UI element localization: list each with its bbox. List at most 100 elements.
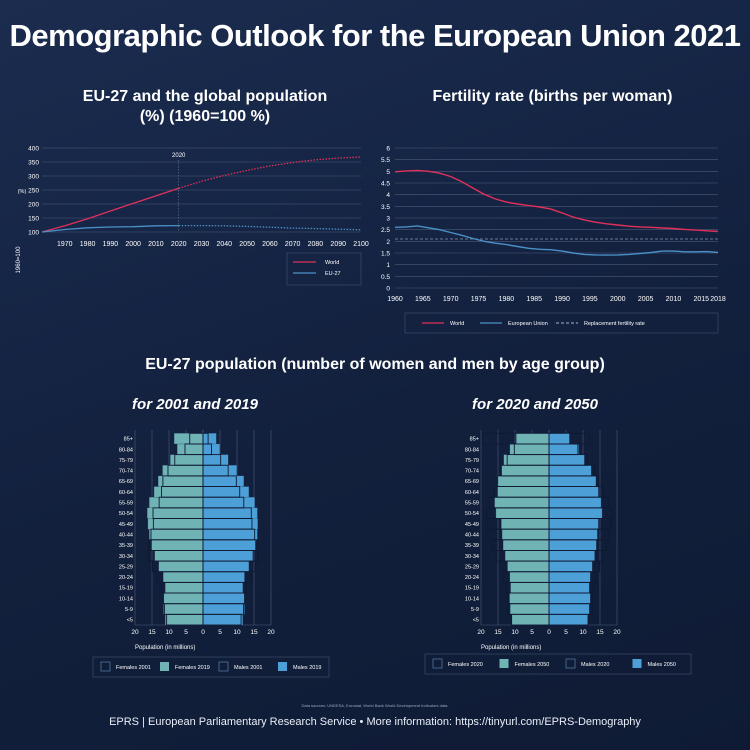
age-group-label: 65-69: [119, 479, 133, 485]
y-tick-label: 250: [28, 188, 39, 195]
age-group-label: 25-29: [465, 564, 479, 570]
age-group-label: <5: [473, 618, 479, 624]
pyramid-bar-female: [503, 454, 550, 466]
pyramid-bar-male: [202, 454, 229, 466]
x-tick-label: 1960: [387, 296, 403, 303]
x-tick-label: 2010: [148, 241, 164, 248]
age-group-label: 15-19: [119, 586, 133, 592]
pyramid-bar-male: [548, 614, 588, 626]
population-section-title: EU-27 population (number of women and me…: [145, 356, 605, 373]
page-title: Demographic Outlook for the European Uni…: [9, 18, 741, 53]
y-tick-label: 5: [386, 169, 390, 176]
age-group-label: 75-79: [465, 458, 479, 464]
age-group-label: 5-9: [125, 607, 133, 613]
pyramid-bar-male: [202, 550, 253, 562]
x-tick-label: 10: [511, 629, 519, 636]
pyramid-bar-male: [548, 603, 590, 615]
age-group-label: 10-14: [119, 596, 133, 602]
legend-swatch: [565, 658, 576, 669]
y-tick-label: 400: [28, 146, 39, 153]
pyramid-bar-male: [202, 475, 244, 487]
pyramid-bar-male: [202, 486, 250, 498]
legend-label: World: [450, 321, 464, 327]
age-group-label: 50-54: [119, 511, 133, 517]
age-group-label: 55-59: [465, 501, 479, 507]
pyramid-bar-female: [502, 539, 550, 551]
age-group-label: 60-64: [465, 490, 479, 496]
pyramid-bar-male: [548, 571, 591, 583]
age-group-label: 80-84: [465, 447, 479, 453]
pyramid-outline-male: [202, 432, 209, 445]
series-line-eu27: [41, 224, 179, 233]
pyramid-bar-female: [163, 592, 204, 604]
pyramid-bar-male: [548, 518, 599, 530]
pyramid-bar-male: [548, 507, 603, 519]
pyramid-2001-title: for 2001 and 2019: [132, 396, 258, 413]
legend-swatch: [160, 662, 169, 671]
pyramid-bar-female: [149, 497, 204, 508]
pyramid-bar-male: [548, 560, 593, 572]
legend-label: Replacement fertility rate: [584, 321, 645, 327]
legend-swatch: [218, 661, 229, 672]
pyramid-bar-female: [177, 443, 204, 455]
pyramid-bar-male: [202, 582, 243, 594]
pyramid-bar-male: [548, 582, 590, 594]
y-tick-label: 300: [28, 174, 39, 181]
y-tick-label: 2: [386, 239, 390, 246]
age-group-label: 65-69: [465, 479, 479, 485]
x-tick-label: 1985: [526, 296, 542, 303]
pyramid-bar-female: [147, 518, 204, 530]
pyramid-bar-female: [501, 465, 550, 477]
world-population-chart-title: EU-27 and the global population: [82, 88, 328, 105]
age-group-label: 10-14: [465, 596, 479, 602]
legend-box: [92, 656, 330, 678]
x-axis-label: Population (in millions): [135, 645, 195, 651]
age-group-label: 85+: [124, 437, 133, 443]
legend-label: Males 2020: [581, 662, 609, 668]
pyramid-bar-female: [497, 475, 550, 487]
pyramid-bar-female: [163, 603, 204, 615]
x-tick-label: 15: [250, 629, 258, 636]
pyramid-bar-male: [202, 592, 245, 604]
pyramid-bar-female: [509, 571, 550, 583]
x-axis-label: Population (in millions): [481, 645, 541, 651]
pyramid-bar-female: [516, 433, 550, 445]
footer-credit: EPRS | European Parliamentary Research S…: [109, 716, 641, 728]
x-tick-label: 15: [494, 629, 502, 636]
pyramid-bar-male: [548, 443, 580, 455]
x-tick-label: 2100: [353, 241, 369, 248]
legend-label: European Union: [508, 321, 548, 327]
x-tick-label: 2080: [308, 241, 324, 248]
pyramid-bar-male: [202, 539, 256, 551]
pyramid-bar-female: [154, 550, 204, 562]
age-group-label: 35-39: [465, 543, 479, 549]
x-tick-label: 10: [579, 629, 587, 636]
y-tick-label: 150: [28, 216, 39, 223]
pyramid-bar-male: [202, 603, 245, 615]
age-group-label: <5: [127, 618, 133, 624]
pyramid-bar-male: [548, 539, 597, 551]
age-group-label: 60-64: [119, 490, 133, 496]
pyramid-outline-male: [548, 432, 591, 445]
y-tick-label: 1: [386, 262, 390, 269]
pyramid-bar-male: [548, 529, 598, 540]
legend-swatch: [100, 661, 111, 672]
y-tick-label: 4: [386, 192, 390, 199]
x-tick-label: 2030: [194, 241, 210, 248]
data-source-note: Data sources: UNDESA, Eurostat, World Ba…: [301, 703, 449, 708]
age-group-label: 85+: [470, 437, 479, 443]
x-tick-label: 2070: [285, 241, 301, 248]
series-line-eu: [394, 225, 719, 256]
legend-box: [424, 653, 692, 675]
age-group-label: 40-44: [119, 532, 133, 538]
pyramid-bar-female: [158, 560, 204, 572]
x-tick-label: 1980: [499, 296, 515, 303]
age-group-label: 55-59: [119, 501, 133, 507]
x-tick-label: 0: [201, 629, 205, 636]
pyramid-bar-female: [509, 592, 550, 604]
age-group-label: 40-44: [465, 532, 479, 538]
pyramid-bar-male: [548, 454, 585, 466]
x-tick-label: 2040: [216, 241, 232, 248]
pyramid-bar-male: [202, 518, 258, 530]
pyramid-bar-female: [162, 465, 204, 477]
